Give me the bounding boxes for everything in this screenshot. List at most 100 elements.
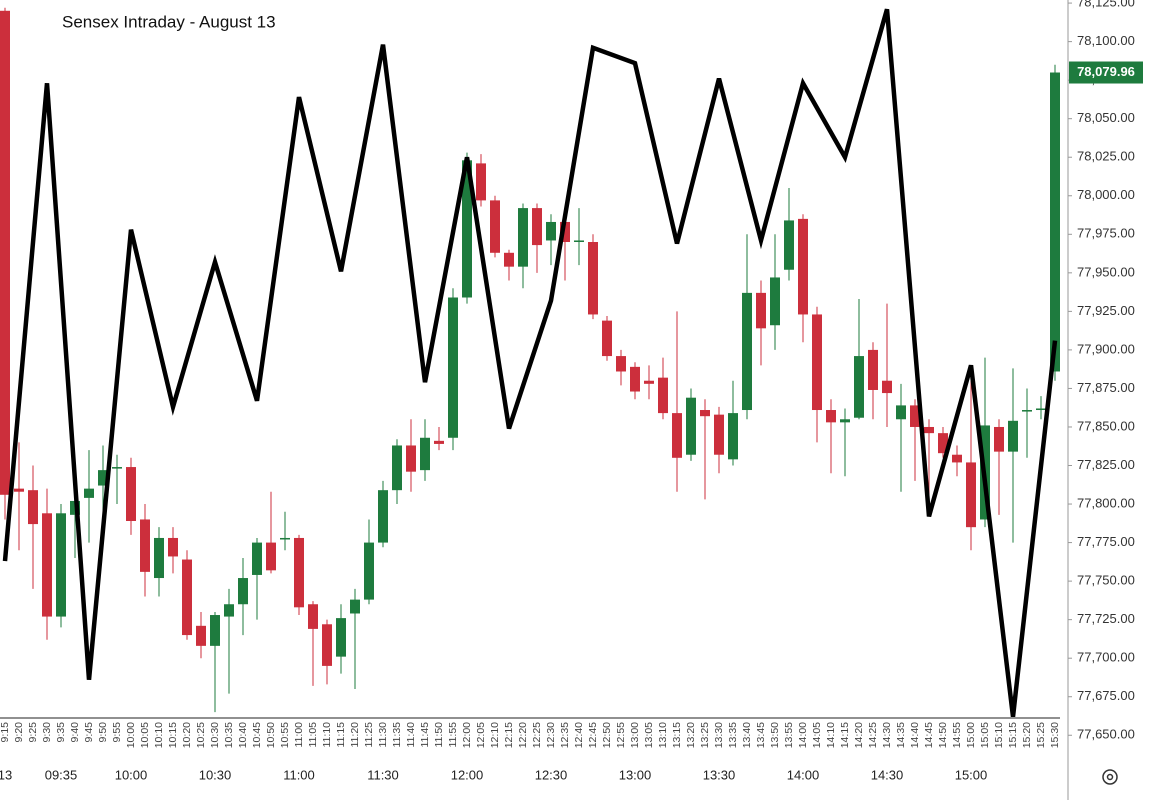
candle-body — [196, 625, 206, 646]
x-tick-label: 15:05 — [979, 722, 991, 748]
x-tick-label: 12:20 — [517, 722, 529, 748]
candle-body — [952, 454, 962, 463]
x-tick-label: 10:40 — [237, 722, 249, 748]
y-tick-label: 77,725.00 — [1077, 611, 1135, 626]
candle-body — [742, 292, 752, 411]
candle-body — [812, 314, 822, 411]
x-tick-label: 14:25 — [867, 722, 879, 748]
time-axis-label: 14:00 — [787, 767, 820, 782]
time-axis-label: 11:30 — [367, 767, 399, 782]
candle-body — [14, 488, 24, 492]
candle-body — [532, 208, 542, 246]
x-tick-label: 9:55 — [111, 722, 123, 743]
candle-body — [630, 366, 640, 392]
time-axis-label: 14:30 — [871, 767, 904, 782]
y-tick-label: 77,675.00 — [1077, 688, 1135, 703]
y-tick-label: 77,775.00 — [1077, 534, 1135, 549]
x-tick-label: 10:05 — [139, 722, 151, 748]
x-tick-label: 14:55 — [951, 722, 963, 748]
settings-icon[interactable] — [1102, 769, 1118, 785]
x-tick-label: 14:05 — [811, 722, 823, 748]
x-tick-label: 13:30 — [713, 722, 725, 748]
time-axis-label: 11:00 — [283, 767, 315, 782]
x-tick-label: 10:50 — [265, 722, 277, 748]
x-tick-label: 14:00 — [797, 722, 809, 748]
x-tick-label: 13:00 — [629, 722, 641, 748]
x-tick-label: 14:50 — [937, 722, 949, 748]
candle-body — [112, 467, 122, 469]
x-tick-label: 12:00 — [461, 722, 473, 748]
x-tick-label: 15:00 — [965, 722, 977, 748]
y-tick-label: 77,700.00 — [1077, 650, 1135, 665]
x-tick-label: 13:45 — [755, 722, 767, 748]
x-tick-label: 11:50 — [433, 722, 445, 748]
x-tick-label: 11:40 — [405, 722, 417, 748]
candle-body — [910, 405, 920, 427]
candle-body — [434, 440, 444, 444]
candle-body — [238, 578, 248, 605]
x-tick-label: 11:10 — [321, 722, 333, 748]
time-axis-label: 13 — [0, 767, 12, 782]
candle-body — [210, 615, 220, 646]
candle-body — [700, 410, 710, 417]
candle-body — [392, 445, 402, 491]
x-tick-label: 10:30 — [209, 722, 221, 748]
candle-body — [1022, 410, 1032, 412]
candle-body — [1036, 408, 1046, 411]
x-tick-label: 11:20 — [349, 722, 361, 748]
candle-body — [406, 445, 416, 472]
x-tick-label: 14:10 — [825, 722, 837, 748]
candle-body — [266, 542, 276, 571]
candle-body — [280, 537, 290, 540]
candle-body — [336, 618, 346, 657]
x-tick-label: 12:35 — [559, 722, 571, 748]
x-tick-label: 11:30 — [377, 722, 389, 748]
candle-body — [938, 433, 948, 454]
x-tick-label: 14:20 — [853, 722, 865, 748]
time-axis-label: 12:30 — [535, 767, 568, 782]
candle-body — [140, 519, 150, 572]
candle-body — [896, 405, 906, 420]
candle-body — [882, 380, 892, 394]
x-tick-label: 14:45 — [923, 722, 935, 748]
x-tick-label: 11:15 — [335, 722, 347, 748]
candle-body — [854, 356, 864, 418]
candle-body — [966, 462, 976, 528]
candle-body — [728, 413, 738, 460]
y-tick-label: 77,800.00 — [1077, 495, 1135, 510]
x-tick-label: 12:30 — [545, 722, 557, 748]
x-tick-label: 14:40 — [909, 722, 921, 748]
x-tick-label: 10:20 — [181, 722, 193, 748]
x-tick-label: 10:25 — [195, 722, 207, 748]
candle-body — [574, 240, 584, 243]
candle-body — [308, 604, 318, 629]
time-axis-label: 10:30 — [199, 767, 232, 782]
x-tick-label: 11:25 — [363, 722, 375, 748]
x-tick-label: 11:55 — [447, 722, 459, 748]
candle-body — [28, 490, 38, 525]
x-tick-label: 10:55 — [279, 722, 291, 748]
y-tick-label: 78,000.00 — [1077, 187, 1135, 202]
candle-body — [994, 426, 1004, 452]
y-tick-label: 78,050.00 — [1077, 110, 1135, 125]
x-tick-label: 10:35 — [223, 722, 235, 748]
candle-body — [714, 414, 724, 455]
x-tick-label: 13:15 — [671, 722, 683, 748]
candle-body — [182, 559, 192, 636]
candle-body — [826, 410, 836, 423]
x-tick-label: 13:40 — [741, 722, 753, 748]
x-tick-label: 12:40 — [573, 722, 585, 748]
candle-body — [616, 356, 626, 372]
time-axis-label: 10:00 — [115, 767, 148, 782]
candle-body — [546, 221, 556, 241]
candle-body — [784, 220, 794, 270]
candle-body — [840, 419, 850, 423]
y-tick-label: 77,950.00 — [1077, 264, 1135, 279]
x-tick-label: 12:50 — [601, 722, 613, 748]
x-tick-label: 9:25 — [27, 722, 39, 743]
time-axis-label: 12:00 — [451, 767, 484, 782]
x-tick-label: 14:30 — [881, 722, 893, 748]
x-tick-label: 12:05 — [475, 722, 487, 748]
